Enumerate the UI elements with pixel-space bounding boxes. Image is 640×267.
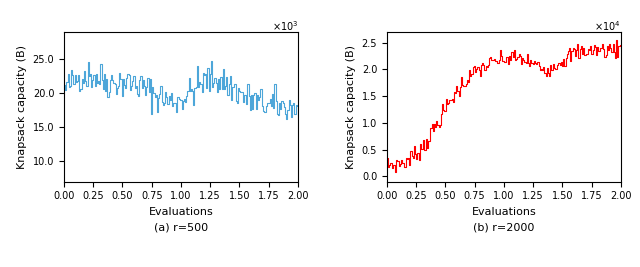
Title: (b) r=2000: (b) r=2000 (473, 222, 534, 232)
Y-axis label: Knapsack capacity (B): Knapsack capacity (B) (346, 45, 356, 169)
Y-axis label: Knapsack capacity (B): Knapsack capacity (B) (17, 45, 27, 169)
X-axis label: Evaluations: Evaluations (148, 207, 213, 217)
X-axis label: Evaluations: Evaluations (472, 207, 536, 217)
Text: $\times10^4$: $\times10^4$ (594, 19, 621, 33)
Title: (a) r=500: (a) r=500 (154, 222, 208, 232)
Text: $\times10^3$: $\times10^3$ (271, 19, 298, 33)
